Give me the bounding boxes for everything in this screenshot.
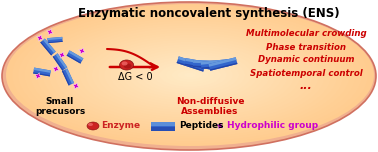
Polygon shape [209,57,236,67]
Ellipse shape [119,60,133,70]
Text: Small
precusors: Small precusors [35,97,85,116]
Polygon shape [177,56,205,72]
Polygon shape [43,39,56,53]
Polygon shape [35,73,41,79]
Polygon shape [65,69,74,84]
Ellipse shape [12,6,368,144]
Text: Enzymatic noncovalent synthesis (ENS): Enzymatic noncovalent synthesis (ENS) [78,7,340,21]
Ellipse shape [122,49,257,101]
Polygon shape [201,59,229,69]
Ellipse shape [160,63,221,87]
Polygon shape [37,35,43,41]
Polygon shape [184,58,214,70]
Text: Multimolecular crowding: Multimolecular crowding [246,29,366,38]
Polygon shape [216,122,224,130]
Polygon shape [67,55,81,64]
Polygon shape [151,127,175,131]
Polygon shape [193,60,221,64]
Polygon shape [47,37,62,40]
Polygon shape [177,62,204,72]
Text: Enzyme: Enzyme [101,121,140,131]
Polygon shape [201,65,229,69]
Ellipse shape [129,51,251,99]
Polygon shape [62,71,70,86]
Ellipse shape [2,2,376,150]
Polygon shape [184,64,212,70]
Ellipse shape [110,44,270,106]
Polygon shape [209,57,237,71]
Text: Peptides: Peptides [179,121,223,131]
Text: ΔG < 0: ΔG < 0 [118,72,152,82]
Ellipse shape [172,68,208,82]
Ellipse shape [73,30,307,120]
Polygon shape [73,83,79,89]
Polygon shape [79,48,85,54]
Ellipse shape [153,61,227,89]
Ellipse shape [25,11,356,139]
Ellipse shape [124,64,132,69]
Polygon shape [210,63,237,71]
Ellipse shape [178,70,202,80]
Text: Hydrophilic group: Hydrophilic group [227,121,318,131]
Ellipse shape [104,42,276,108]
Polygon shape [178,56,205,68]
Polygon shape [33,68,51,76]
Polygon shape [47,29,53,35]
Polygon shape [48,41,63,43]
Text: Spatiotemporal control: Spatiotemporal control [249,69,363,78]
Ellipse shape [80,32,301,118]
Text: Phase transition: Phase transition [266,43,346,52]
Polygon shape [40,39,56,55]
Ellipse shape [18,9,362,141]
Ellipse shape [88,123,93,126]
Text: ...: ... [300,81,312,91]
Ellipse shape [92,37,288,113]
Polygon shape [53,56,64,71]
Ellipse shape [116,47,263,103]
Ellipse shape [135,54,245,96]
Polygon shape [40,42,52,55]
Polygon shape [34,68,51,73]
Polygon shape [151,121,175,131]
Ellipse shape [67,28,313,122]
Polygon shape [185,58,214,66]
Polygon shape [151,121,175,126]
Polygon shape [67,50,84,64]
Ellipse shape [31,14,350,136]
Text: Non-diffusive
Assemblies: Non-diffusive Assemblies [176,97,244,116]
Polygon shape [193,66,221,68]
Polygon shape [201,59,229,65]
Ellipse shape [37,16,343,134]
Polygon shape [53,53,67,71]
Ellipse shape [86,35,294,115]
Ellipse shape [49,21,331,130]
Polygon shape [68,50,84,60]
Ellipse shape [43,18,337,132]
Ellipse shape [184,73,196,77]
Ellipse shape [61,25,319,125]
Ellipse shape [55,23,325,127]
Ellipse shape [87,122,99,130]
Ellipse shape [141,56,239,94]
Polygon shape [33,72,50,76]
Ellipse shape [6,4,374,146]
Polygon shape [59,52,65,58]
Ellipse shape [166,66,215,85]
Text: Dynamic continuum: Dynamic continuum [258,55,354,64]
Polygon shape [193,60,221,68]
Ellipse shape [147,58,233,92]
Polygon shape [53,66,59,72]
Polygon shape [47,37,63,43]
Ellipse shape [122,62,128,66]
Ellipse shape [98,40,282,111]
Polygon shape [62,69,74,86]
Polygon shape [56,53,67,69]
